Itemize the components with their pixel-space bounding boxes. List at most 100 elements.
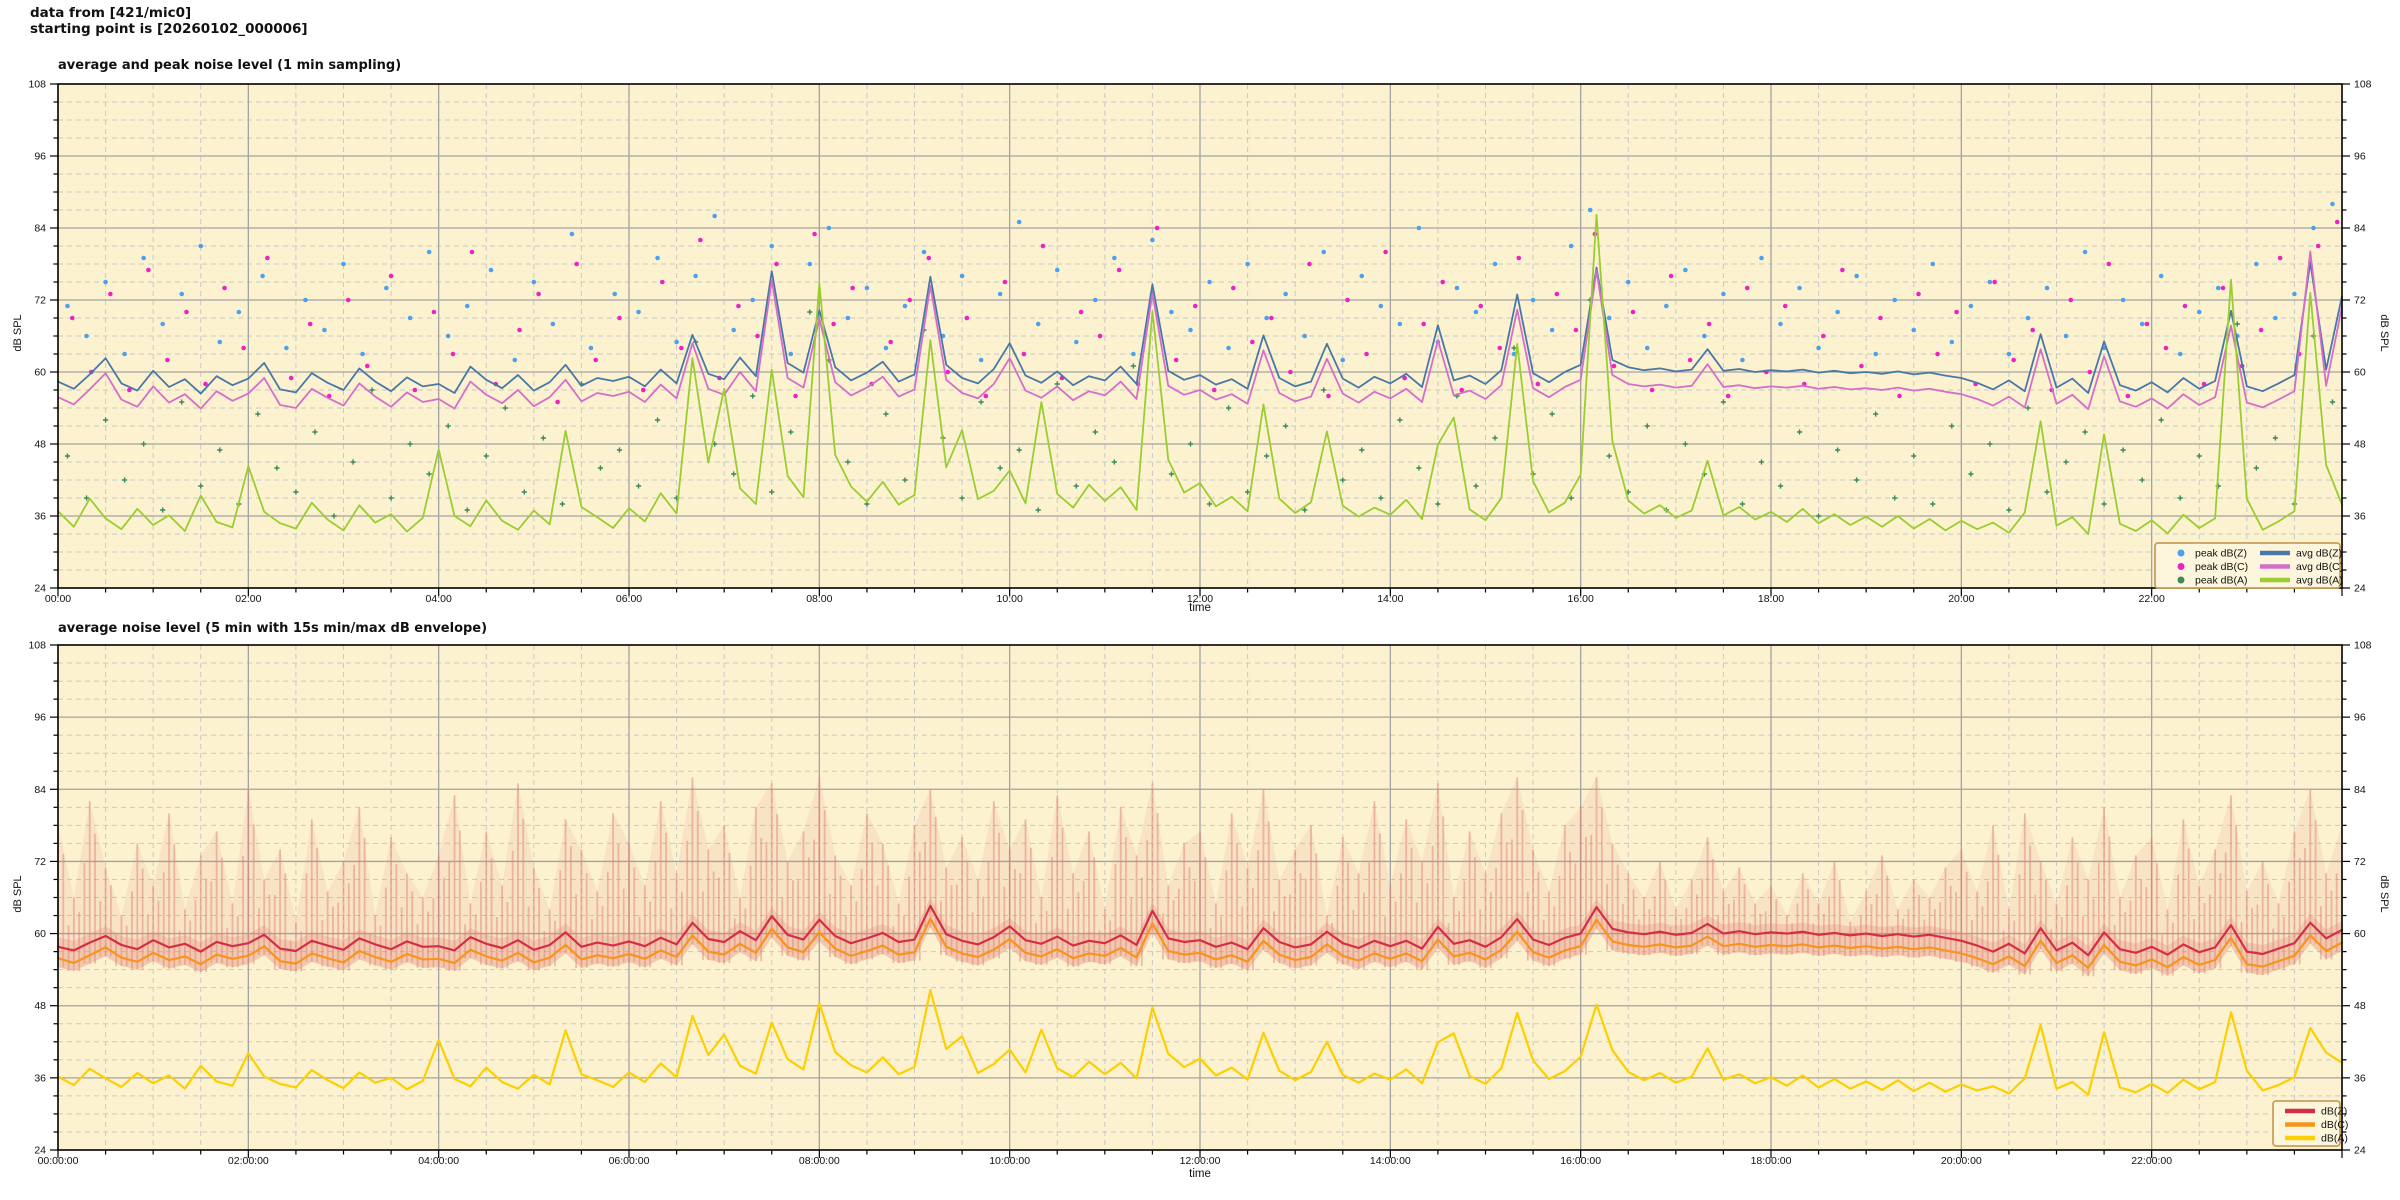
scatter-point: [559, 501, 565, 507]
scatter-point: [1473, 483, 1479, 489]
x-tick-label: 20:00: [1948, 593, 1974, 605]
x-tick-label: 02:00:00: [228, 1155, 269, 1167]
scatter-point: [1739, 501, 1746, 507]
scatter-point: [1535, 381, 1541, 387]
scatter-point: [540, 435, 546, 441]
y-tick-label-right: 96: [2354, 151, 2366, 163]
scatter-point: [679, 345, 684, 351]
scatter-point: [1097, 333, 1103, 339]
series-avg-db-a-: [57, 213, 2343, 535]
scatter-point: [1949, 423, 1955, 429]
y-tick-label-left: 24: [34, 1145, 46, 1157]
scatter-point: [517, 327, 522, 333]
scatter-point: [217, 339, 223, 345]
scatter-point: [845, 315, 851, 321]
scatter-point: [845, 459, 851, 465]
y-tick-label-left: 96: [34, 151, 46, 163]
scatter-point: [1459, 387, 1465, 393]
x-tick-label: 10:00:00: [989, 1155, 1030, 1167]
legend-label: peak dB(Z): [2195, 548, 2247, 560]
scatter-point: [2277, 255, 2283, 261]
x-tick-label: 00:00: [45, 593, 71, 605]
scatter-point: [1288, 369, 1293, 375]
x-tick-label: 12:00: [1187, 593, 1213, 605]
scatter-point: [731, 327, 736, 333]
scatter-point: [255, 411, 261, 417]
scatter-point: [1664, 303, 1669, 309]
legend-marker-dot: [2177, 549, 2185, 557]
y-tick-label-right: 36: [2354, 511, 2366, 523]
scatter-point: [1116, 267, 1122, 273]
scatter-point: [2292, 291, 2297, 297]
scatter-point: [1682, 441, 1688, 447]
scatter-point: [1402, 375, 1407, 381]
scatter-point: [1644, 423, 1650, 429]
scatter-point: [2253, 465, 2259, 471]
series-avg-db-z-: [57, 261, 2343, 395]
scatter-point: [2258, 327, 2264, 333]
scatter-point: [65, 303, 70, 309]
scatter-point: [1815, 513, 1822, 519]
scatter-point: [179, 291, 185, 297]
x-tick-label: 22:00: [2139, 593, 2165, 605]
axis-ticks: [50, 644, 2350, 1158]
series-db-c-: [56, 917, 2344, 969]
scatter-point: [1954, 309, 1959, 315]
scatter-point: [793, 393, 798, 399]
scatter-point: [2215, 285, 2221, 291]
scatter-point: [1930, 501, 1936, 507]
scatter-point: [384, 285, 389, 291]
scatter-point: [1797, 285, 1802, 291]
grid-major: [58, 84, 2342, 588]
scatter-point: [1744, 285, 1750, 291]
y-tick-label-right: 60: [2354, 928, 2366, 940]
scatter-point: [1854, 273, 1859, 279]
scatter-point: [2220, 285, 2226, 291]
y-tick-label-left: 60: [34, 367, 46, 379]
scatter-point: [369, 387, 375, 393]
scatter-point: [360, 351, 365, 357]
scatter-point: [902, 477, 908, 483]
scatter-point: [1835, 447, 1841, 453]
scatter-point: [1040, 243, 1046, 249]
scatter-point: [127, 387, 132, 393]
scatter-point: [1935, 351, 1940, 357]
scatter-point: [1002, 279, 1008, 285]
scatter-point: [597, 465, 604, 471]
scatter-point: [345, 297, 351, 303]
scatter-point: [2139, 321, 2145, 327]
scatter-point: [1497, 345, 1503, 351]
scatter-point: [236, 309, 242, 315]
scatter-point: [1416, 465, 1422, 471]
scatter-point: [1131, 351, 1136, 357]
legend-label: peak dB(C): [2195, 561, 2248, 573]
scatter-point: [2272, 435, 2278, 441]
y-tick-label-left: 24: [34, 583, 46, 595]
scatter-point: [1093, 297, 1098, 303]
scatter-point: [1721, 291, 1726, 297]
y-tick-label-left: 48: [34, 1000, 46, 1012]
x-tick-label: 14:00: [1377, 593, 1403, 605]
scatter-point: [2329, 399, 2336, 405]
scatter-point: [1554, 291, 1560, 297]
scatter-point: [569, 231, 575, 237]
y-tick-label-left: 84: [34, 223, 46, 235]
scatter-point: [593, 357, 598, 363]
scatter-point: [84, 333, 89, 339]
scatter-point: [331, 513, 337, 519]
scatter-point: [1307, 261, 1312, 267]
scatter-point: [1188, 327, 1193, 333]
scatter-point: [1269, 315, 1274, 321]
scatter-point: [1226, 345, 1231, 351]
scatter-point: [774, 261, 779, 267]
scatter-point: [617, 315, 622, 321]
scatter-point: [288, 375, 294, 381]
scatter-point: [141, 441, 147, 447]
x-tick-label: 02:00: [235, 593, 261, 605]
tick-labels: 00:00 02:00 04:00 06:00 08:00 10:00 12:00 14:00…: [28, 79, 2371, 606]
scatter-point: [1687, 357, 1693, 363]
y-tick-label-left: 60: [34, 928, 46, 940]
y-tick-label-left: 72: [34, 295, 46, 307]
